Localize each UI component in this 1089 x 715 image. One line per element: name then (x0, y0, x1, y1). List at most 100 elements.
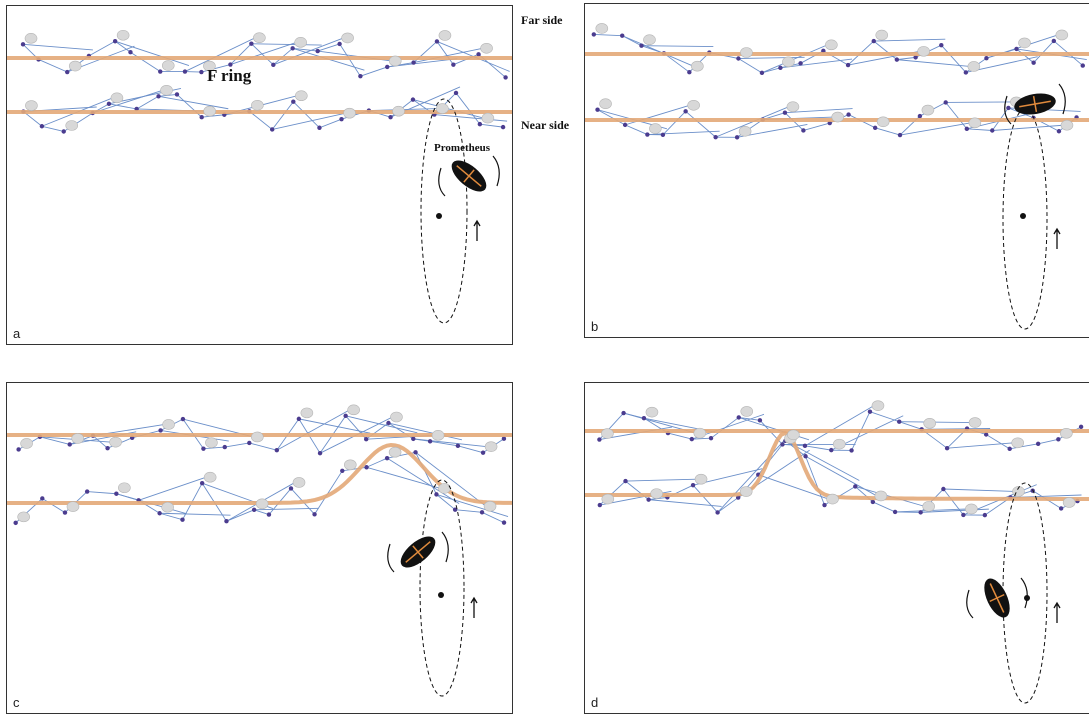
prometheus-moon (400, 536, 436, 568)
particle-node (982, 512, 988, 518)
particle-link-group (20, 37, 510, 134)
particle-link (899, 122, 971, 136)
particle-link (360, 66, 388, 77)
moon-spin-arrow-icon (966, 589, 974, 619)
particle-node (65, 69, 70, 75)
particle-node (871, 38, 876, 44)
ring-particle-icon (109, 436, 122, 448)
particle-link (896, 59, 970, 67)
particle-link (738, 56, 805, 59)
ring-particle-icon (118, 482, 131, 494)
particle-node (822, 502, 827, 508)
particle-node (476, 52, 481, 57)
particle-link (804, 405, 875, 447)
particle-node (1056, 129, 1062, 134)
particle-node (917, 113, 923, 119)
particle-node (1031, 60, 1036, 65)
particle-node (1014, 46, 1019, 52)
particle-node (892, 509, 898, 515)
particle-node (645, 132, 650, 137)
ring-particle-icon (875, 29, 889, 41)
ring-particle-icon (341, 32, 354, 44)
particle-node (247, 440, 252, 446)
particle-node (106, 101, 112, 107)
particle-node (384, 455, 390, 461)
moon-spin-arrow-icon (1020, 577, 1028, 609)
ring-particle-icon (965, 503, 978, 515)
ring-particle-icon (251, 431, 264, 443)
particle-node (199, 481, 205, 486)
ring-particle-icon (825, 39, 838, 51)
particle-node (780, 442, 785, 447)
particle-link (710, 417, 740, 439)
ring-particle-icon (968, 417, 982, 428)
particle-node (646, 497, 651, 502)
particle-link (159, 512, 231, 516)
particle-link (647, 130, 720, 135)
particle-link (662, 110, 686, 136)
particle-node (503, 75, 508, 80)
particle-link (455, 509, 483, 513)
particle-node (941, 486, 946, 492)
ring-particle-icon (645, 406, 659, 418)
particle-node (963, 70, 969, 75)
particle-link (251, 43, 274, 66)
particle-link (873, 38, 946, 42)
particle-link (230, 41, 297, 65)
particle-link (873, 40, 898, 60)
particle-node (343, 413, 348, 419)
ring-particle-icon (343, 107, 356, 119)
particle-link (92, 89, 163, 114)
particle-link (226, 509, 255, 522)
particle-link (39, 436, 70, 445)
ring-particle-icon (300, 407, 314, 419)
particle-link (87, 491, 117, 495)
particle-node (759, 70, 765, 76)
particle-node (114, 491, 119, 496)
particle-link (625, 478, 698, 482)
particle-link (434, 114, 508, 122)
ring-particle-icon (601, 428, 614, 439)
particle-node (224, 519, 229, 524)
ring-particle-icon (483, 501, 497, 512)
particle-node (315, 48, 320, 54)
saturn-center-dot-icon (436, 213, 442, 219)
particle-node (660, 132, 666, 137)
ring-particle-group (17, 404, 498, 523)
orbit-direction-arrow-icon (470, 596, 478, 618)
particle-node (821, 48, 826, 54)
particle-node (897, 132, 903, 138)
particle-link (667, 432, 692, 440)
particle-link (593, 33, 623, 37)
particle-link (940, 44, 967, 73)
particle-link (455, 92, 481, 125)
ring-particle-icon (161, 60, 175, 71)
particle-link (345, 415, 418, 434)
particle-node (620, 33, 625, 38)
particle-link (254, 507, 319, 511)
particle-link (481, 511, 505, 524)
particle-node (20, 42, 26, 47)
ring-particle-icon (24, 33, 38, 44)
particle-node (13, 520, 18, 526)
particle-link (386, 457, 460, 505)
particle-node (1080, 63, 1085, 68)
particle-node (621, 410, 626, 416)
particle-link (292, 101, 320, 129)
particle-node (623, 478, 628, 484)
ring-particle-icon (481, 112, 495, 124)
particle-link (23, 111, 43, 127)
ring-particle-icon (253, 32, 266, 44)
moon-spin-arrow-icon (1058, 83, 1066, 115)
moon-spin-arrow-icon (1004, 95, 1012, 125)
particle-node (274, 448, 280, 453)
particle-link (761, 67, 781, 74)
particle-link (623, 412, 645, 419)
ring-particle-icon (25, 100, 38, 111)
particle-node (180, 517, 185, 522)
particle-node (961, 512, 966, 518)
panel-b-letter: b (591, 319, 599, 334)
particle-node (340, 468, 345, 474)
ring-particle-icon (922, 501, 935, 512)
particle-node (990, 128, 995, 133)
